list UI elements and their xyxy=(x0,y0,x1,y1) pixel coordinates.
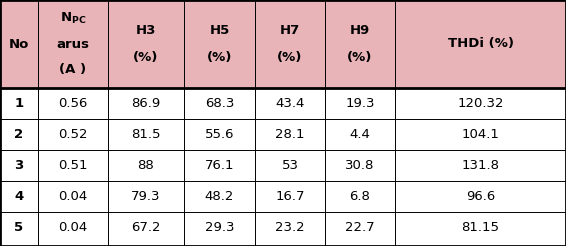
Text: 43.4: 43.4 xyxy=(275,97,305,110)
Text: 2: 2 xyxy=(15,128,24,141)
Text: (%): (%) xyxy=(348,51,372,64)
Text: 104.1: 104.1 xyxy=(461,128,499,141)
Text: N$_{\mathbf{PC}}$: N$_{\mathbf{PC}}$ xyxy=(60,10,86,26)
Text: 86.9: 86.9 xyxy=(131,97,161,110)
Text: 0.04: 0.04 xyxy=(58,221,88,234)
Text: 0.52: 0.52 xyxy=(58,128,88,141)
Text: H5: H5 xyxy=(209,24,230,36)
Text: 30.8: 30.8 xyxy=(345,159,375,172)
Text: 53: 53 xyxy=(281,159,298,172)
Text: 6.8: 6.8 xyxy=(350,190,370,203)
Text: H3: H3 xyxy=(136,24,156,36)
Text: No: No xyxy=(9,37,29,50)
Text: H9: H9 xyxy=(350,24,370,36)
Text: (A ): (A ) xyxy=(59,63,87,77)
Text: 28.1: 28.1 xyxy=(275,128,305,141)
Text: 79.3: 79.3 xyxy=(131,190,161,203)
Text: H7: H7 xyxy=(280,24,300,36)
Text: 0.51: 0.51 xyxy=(58,159,88,172)
Text: 0.04: 0.04 xyxy=(58,190,88,203)
Text: (%): (%) xyxy=(207,51,232,64)
Text: 19.3: 19.3 xyxy=(345,97,375,110)
Text: 76.1: 76.1 xyxy=(205,159,234,172)
Text: 0.56: 0.56 xyxy=(58,97,88,110)
Text: 55.6: 55.6 xyxy=(205,128,234,141)
Text: (%): (%) xyxy=(134,51,158,64)
Text: 96.6: 96.6 xyxy=(466,190,495,203)
Text: (%): (%) xyxy=(277,51,303,64)
Text: THDi (%): THDi (%) xyxy=(448,37,513,50)
Text: 22.7: 22.7 xyxy=(345,221,375,234)
Text: 16.7: 16.7 xyxy=(275,190,305,203)
Text: arus: arus xyxy=(57,37,89,50)
Text: 68.3: 68.3 xyxy=(205,97,234,110)
Text: 3: 3 xyxy=(14,159,24,172)
Text: 4.4: 4.4 xyxy=(350,128,370,141)
Text: 29.3: 29.3 xyxy=(205,221,234,234)
Text: 67.2: 67.2 xyxy=(131,221,161,234)
Text: 81.15: 81.15 xyxy=(461,221,500,234)
Text: 81.5: 81.5 xyxy=(131,128,161,141)
Text: 48.2: 48.2 xyxy=(205,190,234,203)
Text: 120.32: 120.32 xyxy=(457,97,504,110)
Text: 5: 5 xyxy=(15,221,24,234)
Bar xyxy=(0,0,566,88)
Text: 1: 1 xyxy=(15,97,24,110)
Text: 131.8: 131.8 xyxy=(461,159,500,172)
Text: 4: 4 xyxy=(14,190,24,203)
Text: 88: 88 xyxy=(138,159,155,172)
Text: 23.2: 23.2 xyxy=(275,221,305,234)
